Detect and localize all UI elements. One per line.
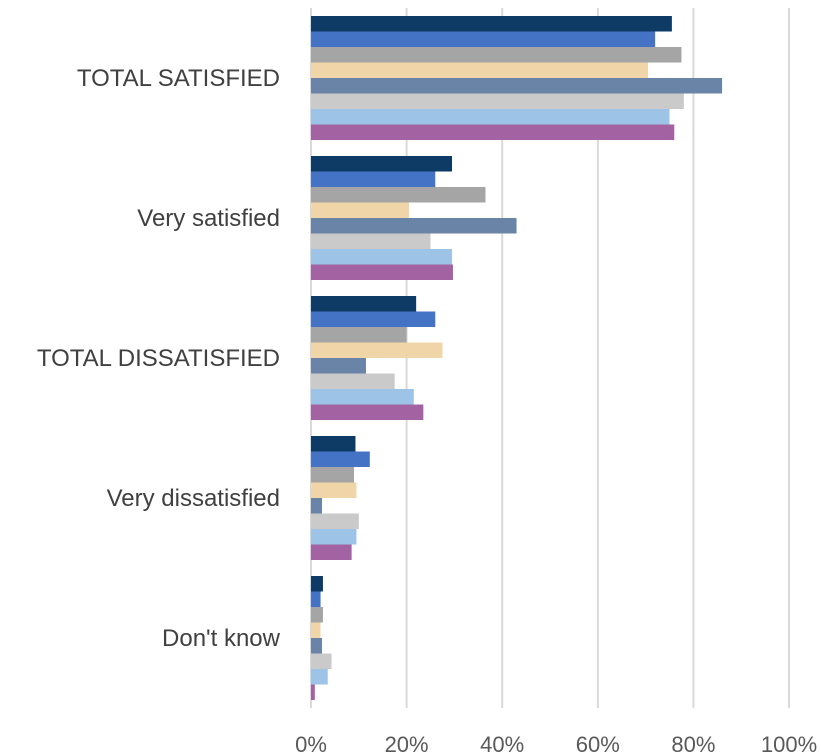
- bar: [311, 451, 370, 467]
- category-label: TOTAL SATISFIED: [77, 65, 280, 92]
- bar: [311, 638, 322, 654]
- bar: [311, 529, 357, 545]
- bar: [311, 233, 431, 249]
- bar: [311, 187, 486, 203]
- bar: [311, 202, 409, 218]
- x-tick-label: 100%: [761, 732, 817, 756]
- bar: [311, 358, 366, 374]
- x-tick-label: 40%: [480, 732, 524, 756]
- category-label: Don't know: [162, 625, 281, 652]
- bar: [311, 264, 453, 280]
- bar: [311, 218, 517, 234]
- bar: [311, 31, 656, 47]
- bar: [311, 311, 436, 327]
- bar: [311, 389, 414, 405]
- bar: [311, 373, 395, 389]
- bar: [311, 591, 321, 607]
- x-tick-label: 20%: [385, 732, 429, 756]
- bar: [311, 607, 323, 623]
- bar: [311, 653, 332, 669]
- bar: [311, 78, 723, 94]
- x-tick-label: 0%: [295, 732, 327, 756]
- bar: [311, 249, 453, 265]
- bar: [311, 576, 323, 592]
- bar: [311, 109, 670, 125]
- category-label: Very satisfied: [137, 205, 280, 232]
- bar: [311, 684, 315, 700]
- category-labels: TOTAL SATISFIED Very satisfied TOTAL DISSA…: [37, 65, 281, 652]
- bar: [311, 467, 355, 483]
- bar: [311, 404, 424, 420]
- bar: [311, 93, 684, 109]
- bars: [311, 16, 723, 700]
- category-label: Very dissatisfied: [107, 485, 280, 512]
- bar: [311, 47, 682, 63]
- bar: [311, 327, 407, 343]
- x-tick-label: 60%: [576, 732, 620, 756]
- x-tick-labels: 0% 20% 40% 60% 80% 100%: [295, 732, 817, 756]
- bar: [311, 296, 417, 312]
- bar: [311, 16, 672, 32]
- bar: [311, 544, 352, 560]
- bar: [311, 342, 443, 358]
- bar: [311, 171, 436, 187]
- bar: [311, 436, 356, 452]
- x-tick-label: 80%: [671, 732, 715, 756]
- category-label: TOTAL DISSATISFIED: [37, 345, 280, 372]
- bar: [311, 513, 359, 529]
- bar: [311, 156, 453, 172]
- bar: [311, 669, 328, 685]
- bar: [311, 62, 648, 78]
- bar: [311, 498, 322, 514]
- bar: [311, 622, 321, 638]
- bar: [311, 482, 357, 498]
- bar: [311, 124, 675, 140]
